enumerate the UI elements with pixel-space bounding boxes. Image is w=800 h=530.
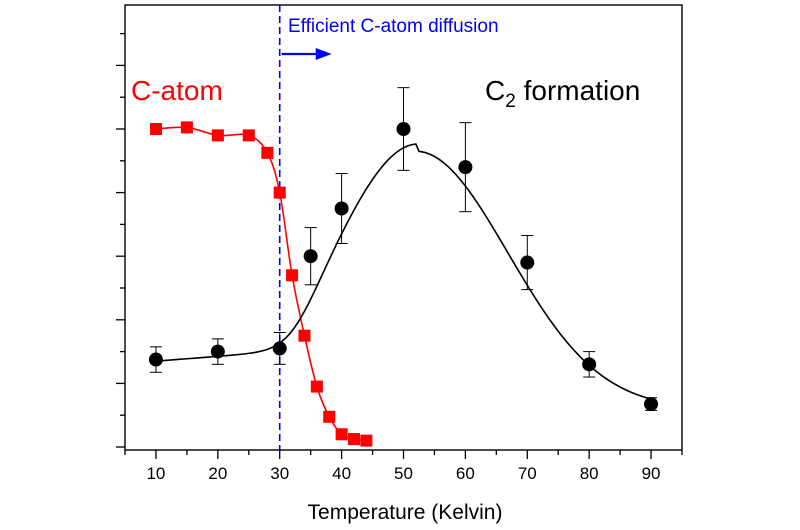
x-tick-label: 50 (394, 464, 413, 483)
diffusion-arrow (281, 48, 332, 60)
c2-point (458, 160, 473, 175)
diffusion-label: Efficient C-atom diffusion (288, 16, 499, 37)
c-atom-point (261, 146, 274, 159)
fit-curves (155, 126, 652, 442)
error-bars (149, 87, 658, 444)
c2-point (396, 122, 411, 136)
c-atom-point (242, 129, 255, 142)
x-tick-label: 30 (270, 464, 289, 483)
c-atom-point (335, 428, 348, 441)
c-atom-point (286, 269, 299, 282)
c2-fit-curve (155, 143, 652, 400)
x-tick-label: 10 (146, 464, 165, 483)
x-axis-tick-labels: 10 20 30 40 50 60 70 80 90 (146, 464, 660, 483)
y-axis-ticks (116, 32, 125, 448)
x-tick-label: 80 (580, 464, 599, 483)
x-tick-label: 40 (332, 464, 351, 483)
c-atom-fit-curve (155, 126, 367, 442)
c-atom-point (273, 186, 286, 199)
c2-point (272, 341, 287, 356)
c2-point (148, 352, 163, 367)
c-atom-point (149, 123, 162, 135)
c-atom-point (211, 129, 224, 142)
arrow-head (315, 48, 332, 60)
plot-area (124, 4, 683, 451)
c-atom-point (323, 410, 336, 423)
c2-point (334, 201, 349, 216)
c-atom-point (310, 380, 323, 393)
x-axis-label: Temperature (Kelvin) (308, 501, 503, 524)
c2-point (644, 397, 659, 412)
c2-point (210, 344, 225, 359)
c2-point (582, 357, 597, 372)
x-axis-ticks (124, 450, 683, 459)
x-tick-label: 60 (456, 464, 475, 483)
c-atom-point (360, 434, 373, 447)
c-atom-point (347, 433, 360, 446)
c-atom-point (298, 329, 311, 342)
c2-point (520, 255, 535, 270)
x-tick-label: 20 (208, 464, 227, 483)
c-atom-point (180, 121, 193, 134)
x-tick-label: 70 (518, 464, 537, 483)
c2-point (303, 249, 318, 264)
x-tick-label: 90 (642, 464, 661, 483)
c-atom-label: C-atom (131, 75, 223, 106)
c2-formation-label: C2 formation (485, 75, 640, 112)
plot-frame (124, 4, 683, 451)
data-markers (148, 121, 659, 447)
